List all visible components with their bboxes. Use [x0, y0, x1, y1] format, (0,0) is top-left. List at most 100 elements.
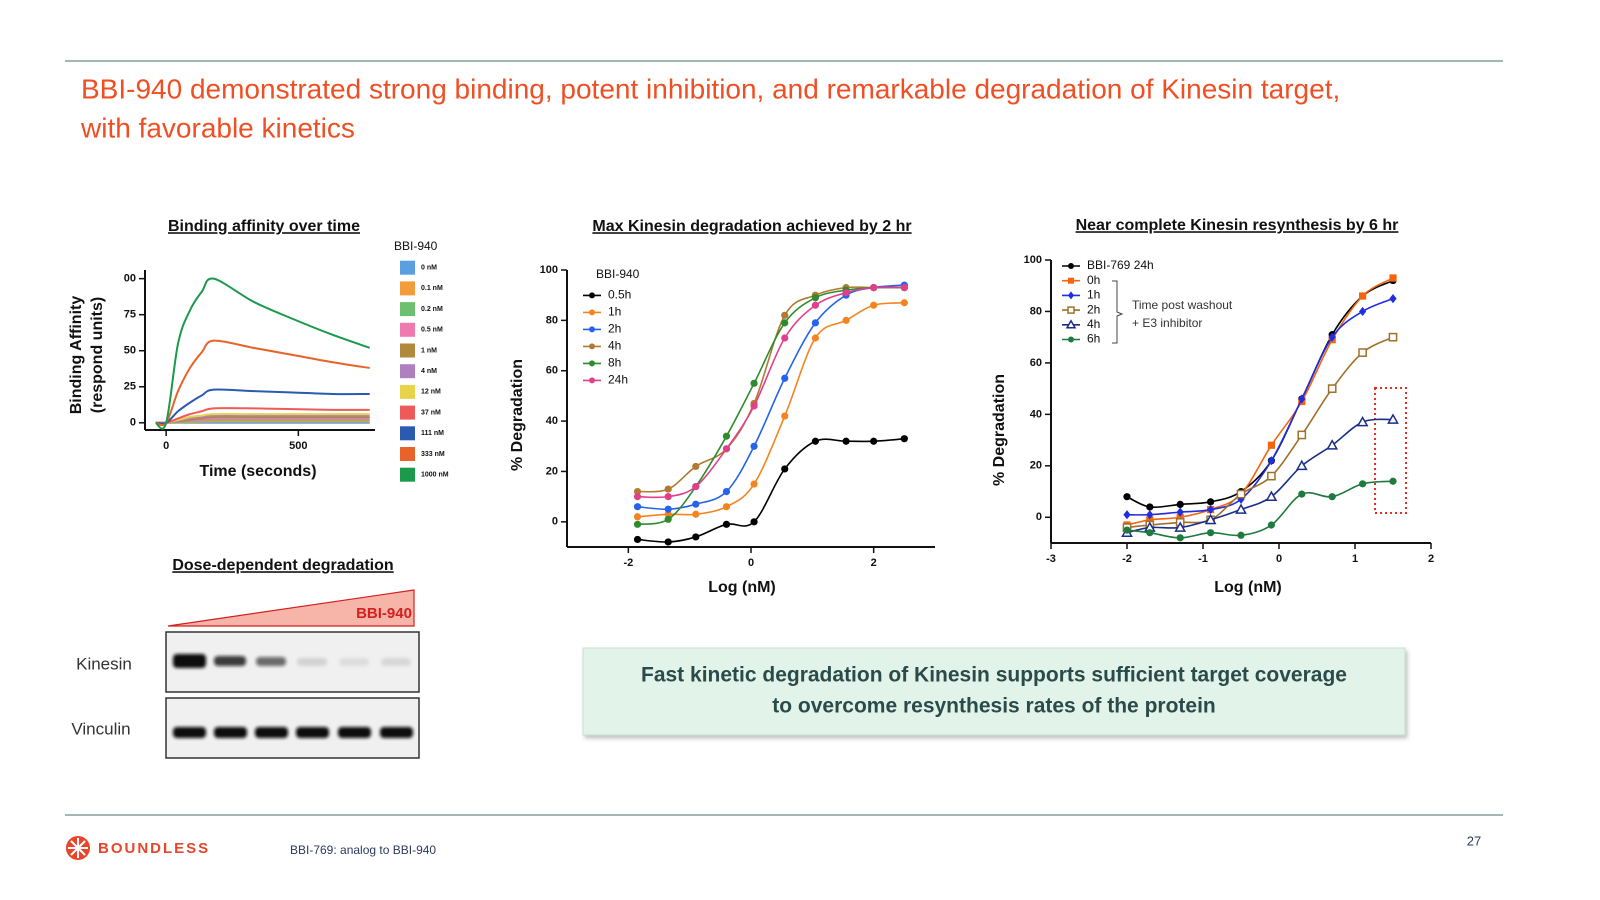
marker: [589, 326, 595, 333]
y-axis-label: % Degradation: [509, 359, 526, 471]
marker: [1328, 493, 1336, 501]
marker: [722, 488, 731, 496]
series-line: [1126, 418, 1394, 534]
y-axis-label: (respond units): [89, 297, 106, 413]
marker: [1068, 277, 1074, 284]
marker: [811, 334, 820, 342]
marker: [1389, 477, 1397, 485]
marker: [1123, 510, 1131, 520]
x-tick-label: -1: [1198, 553, 1208, 565]
series-line: [155, 407, 370, 425]
marker: [1207, 498, 1215, 506]
marker: [1146, 503, 1154, 511]
marker: [692, 500, 700, 508]
marker: [842, 437, 850, 445]
marker: [1176, 534, 1184, 542]
x-tick-label: 2: [1428, 553, 1434, 565]
marker: [1237, 531, 1245, 539]
series-line: [1126, 480, 1394, 539]
x-tick-label: 1: [1352, 553, 1358, 565]
x-tick-label: -3: [1046, 553, 1056, 565]
marker: [781, 334, 789, 342]
legend-swatch: [400, 447, 415, 461]
marker: [1328, 332, 1336, 342]
marker: [1123, 493, 1131, 501]
y-tick-label: 40: [546, 415, 558, 427]
legend-swatch: [400, 384, 415, 399]
marker: [1176, 507, 1184, 517]
logo-text: BOUNDLESS: [98, 840, 210, 857]
legend-label: 2h: [1087, 302, 1100, 316]
marker: [633, 493, 642, 501]
y-tick-label: 20: [1030, 460, 1042, 472]
callout-box: [582, 647, 1406, 736]
marker: [633, 535, 642, 544]
legend-label: 1000 nM: [421, 472, 449, 479]
y-tick-label: 00: [124, 273, 136, 285]
marker: [1065, 319, 1077, 329]
marker: [811, 319, 820, 327]
marker: [842, 289, 850, 297]
marker: [1176, 500, 1184, 509]
annotation: + E3 inhibitor: [1132, 316, 1202, 330]
blot-panel: [165, 697, 420, 759]
marker: [1265, 490, 1278, 502]
marker: [1356, 415, 1369, 427]
marker: [1204, 513, 1217, 525]
legend-swatch: [400, 426, 415, 441]
marker: [1359, 480, 1367, 488]
marker: [1389, 274, 1397, 282]
marker: [811, 301, 820, 309]
marker: [722, 432, 731, 440]
marker: [664, 485, 672, 493]
callout-text: to overcome resynthesis rates of the pro…: [772, 695, 1215, 718]
marker: [870, 437, 878, 445]
x-tick-label: -2: [623, 557, 633, 569]
x-tick-label: 0: [1276, 553, 1282, 565]
chart-title: Near complete Kinesin resynthesis by 6 h…: [1076, 217, 1399, 234]
marker: [781, 374, 789, 382]
marker: [1267, 441, 1275, 449]
y-tick-label: 0: [1036, 511, 1042, 523]
marker: [750, 379, 758, 387]
legend-label: 0.1 nM: [421, 285, 443, 292]
series-line: [1126, 279, 1394, 509]
highlight-box: [1374, 387, 1407, 514]
marker: [781, 412, 789, 420]
legend-label: 4h: [608, 339, 621, 353]
marker: [1388, 332, 1398, 342]
marker: [664, 538, 672, 546]
marker: [692, 482, 700, 491]
page-number: 27: [1467, 833, 1481, 848]
y-tick-label: 25: [124, 381, 136, 393]
legend-label: 24h: [608, 373, 628, 387]
footnote: BBI-769: analog to BBI-940: [290, 843, 436, 857]
y-tick-label: 60: [546, 365, 558, 377]
marker: [1326, 439, 1339, 450]
marker: [1327, 384, 1337, 393]
marker: [1267, 471, 1276, 481]
chart-title: Binding affinity over time: [168, 218, 360, 235]
logo-icon: [66, 836, 90, 860]
marker: [1359, 306, 1367, 317]
marker: [589, 292, 595, 299]
y-tick-label: 0: [130, 417, 136, 429]
series-line: [637, 286, 905, 526]
marker: [1297, 430, 1307, 440]
marker: [1123, 526, 1131, 534]
blot-row-label: Vinculin: [71, 719, 130, 738]
legend-label: 1h: [608, 305, 621, 319]
marker: [750, 402, 758, 410]
legend-label: 6h: [1087, 332, 1100, 346]
y-tick-label: 80: [1030, 305, 1042, 317]
marker: [1389, 293, 1397, 304]
marker: [1207, 529, 1215, 537]
y-tick-label: 100: [1024, 254, 1042, 266]
series-line: [637, 437, 905, 543]
y-tick-label: 75: [124, 309, 136, 321]
marker: [1146, 529, 1154, 537]
marker: [1068, 263, 1074, 269]
marker: [1068, 291, 1074, 300]
marker: [1295, 459, 1308, 471]
marker: [1358, 348, 1367, 357]
